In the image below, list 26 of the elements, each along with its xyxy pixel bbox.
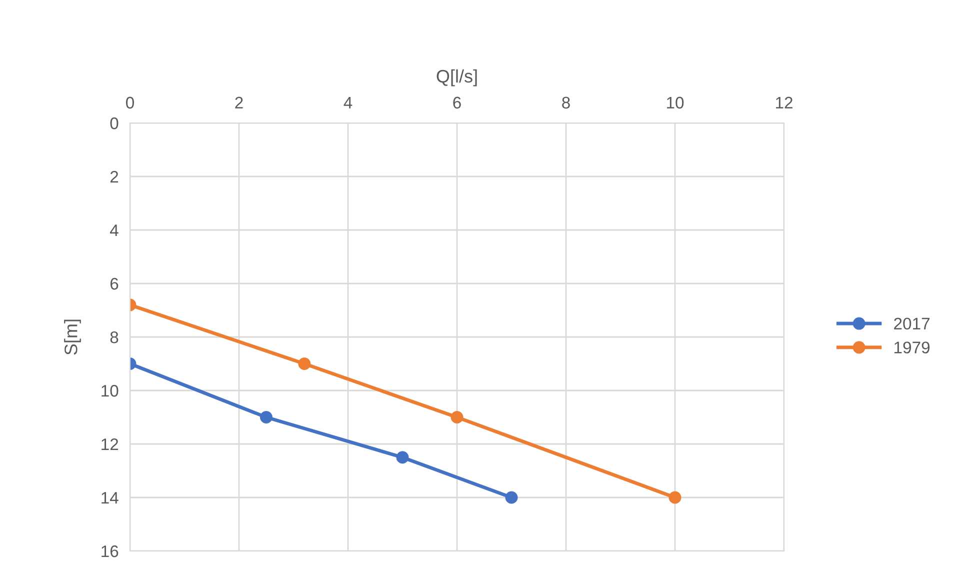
y-tick-label: 16 <box>102 545 118 558</box>
legend-label: 1979 <box>894 342 930 354</box>
y-tick-label: 0 <box>110 117 118 130</box>
y-tick-label: 8 <box>110 331 118 344</box>
y-tick-label: 12 <box>102 438 118 450</box>
point <box>396 451 409 464</box>
x-tick-label: 12 <box>776 96 792 108</box>
point <box>298 358 311 370</box>
point <box>260 411 272 424</box>
x-tick-label: 10 <box>667 96 684 109</box>
y-tick-label: 14 <box>102 492 118 504</box>
x-tick-label: 6 <box>453 96 461 109</box>
point <box>668 491 682 504</box>
x-tick-label: 8 <box>562 96 570 109</box>
x-tick-label: 2 <box>235 96 243 108</box>
y-tick-label: 10 <box>102 384 118 397</box>
y-tick-label: 2 <box>110 170 118 183</box>
y-tick-label: 6 <box>110 278 118 290</box>
y-axis-title: S[m] <box>64 320 81 355</box>
point <box>450 411 464 424</box>
y-tick-label: 4 <box>110 224 118 236</box>
point <box>505 491 518 504</box>
x-tick-label: 4 <box>344 96 352 108</box>
x-axis-title: Q[l/s] <box>436 69 477 86</box>
x-tick-label: 0 <box>126 96 134 109</box>
legend-label: 2017 <box>894 318 930 330</box>
